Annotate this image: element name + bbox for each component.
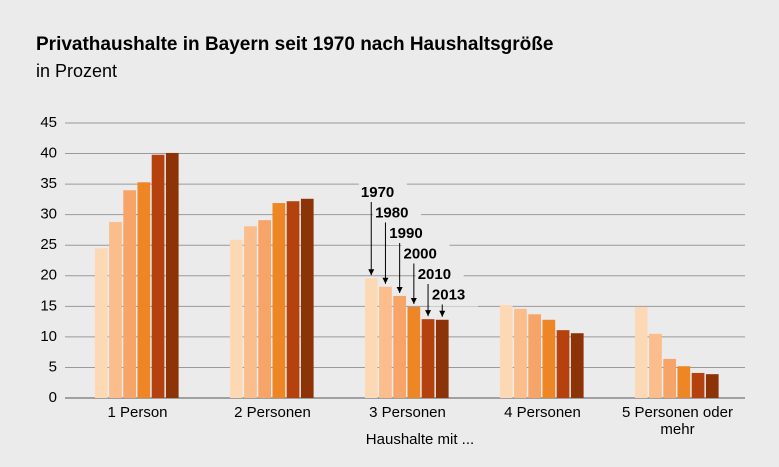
legend-backdrop xyxy=(401,243,450,266)
legend-backdrop xyxy=(358,182,407,204)
bar xyxy=(137,182,151,398)
legend-backdrop xyxy=(415,264,464,286)
bar xyxy=(229,239,243,398)
legend-label: 2013 xyxy=(432,286,465,303)
legend-label: 2000 xyxy=(404,245,437,262)
bar xyxy=(705,374,719,398)
x-tick-label: 4 Personen xyxy=(504,404,581,421)
legend-arrowhead xyxy=(382,277,389,284)
legend-arrowhead xyxy=(410,297,417,304)
chart-subtitle: in Prozent xyxy=(36,61,117,81)
bar xyxy=(514,308,527,398)
legend-label: 1990 xyxy=(389,225,422,242)
bar xyxy=(272,203,286,398)
bar xyxy=(663,358,676,398)
legend-label: 1970 xyxy=(361,184,394,201)
bar xyxy=(542,319,556,398)
bar xyxy=(421,319,435,398)
y-tick-label: 0 xyxy=(49,389,57,406)
bar xyxy=(499,305,513,398)
bar xyxy=(109,222,122,398)
y-tick-label: 20 xyxy=(40,267,57,284)
x-tick-label: 5 Personen oder mehr xyxy=(622,404,733,438)
y-tick-label: 15 xyxy=(40,297,57,314)
y-tick-label: 5 xyxy=(49,358,57,375)
bar xyxy=(123,190,136,398)
y-tick-label: 10 xyxy=(40,328,57,345)
x-tick-label: 1 Person xyxy=(107,404,168,421)
bar xyxy=(286,201,300,398)
bar xyxy=(244,226,257,398)
legend-arrowhead xyxy=(425,310,432,317)
bar xyxy=(570,333,584,398)
y-tick-label: 40 xyxy=(40,145,57,162)
y-tick-label: 30 xyxy=(40,206,57,223)
bar xyxy=(407,306,421,398)
bar xyxy=(393,295,406,398)
bar xyxy=(634,306,648,398)
bar xyxy=(94,248,108,398)
y-tick-label: 45 xyxy=(40,114,57,131)
bar xyxy=(364,278,378,398)
legend-backdrop xyxy=(429,284,478,307)
bar xyxy=(300,198,314,398)
bar xyxy=(677,366,691,398)
legend-label: 1980 xyxy=(375,204,408,221)
legend-arrowhead xyxy=(439,310,446,317)
bar xyxy=(691,372,705,398)
x-axis-label: Haushalte mit ... xyxy=(366,431,474,448)
legend-backdrop xyxy=(373,202,422,225)
bar xyxy=(151,154,165,398)
bar xyxy=(528,314,541,398)
legend-arrowhead xyxy=(368,269,375,276)
bar xyxy=(379,286,392,398)
bar xyxy=(258,220,271,398)
bar xyxy=(435,319,449,398)
y-tick-label: 35 xyxy=(40,175,57,192)
bar xyxy=(649,333,662,398)
x-tick-label: 2 Personen xyxy=(234,404,311,421)
x-tick-label: 3 Personen xyxy=(369,404,446,421)
bar xyxy=(165,152,179,398)
bar xyxy=(556,330,570,398)
chart-title: Privathaushalte in Bayern seit 1970 nach… xyxy=(36,34,553,55)
legend-backdrop xyxy=(387,223,436,245)
y-tick-label: 25 xyxy=(40,236,57,253)
legend-label: 2010 xyxy=(418,266,451,283)
legend-arrowhead xyxy=(396,286,403,293)
